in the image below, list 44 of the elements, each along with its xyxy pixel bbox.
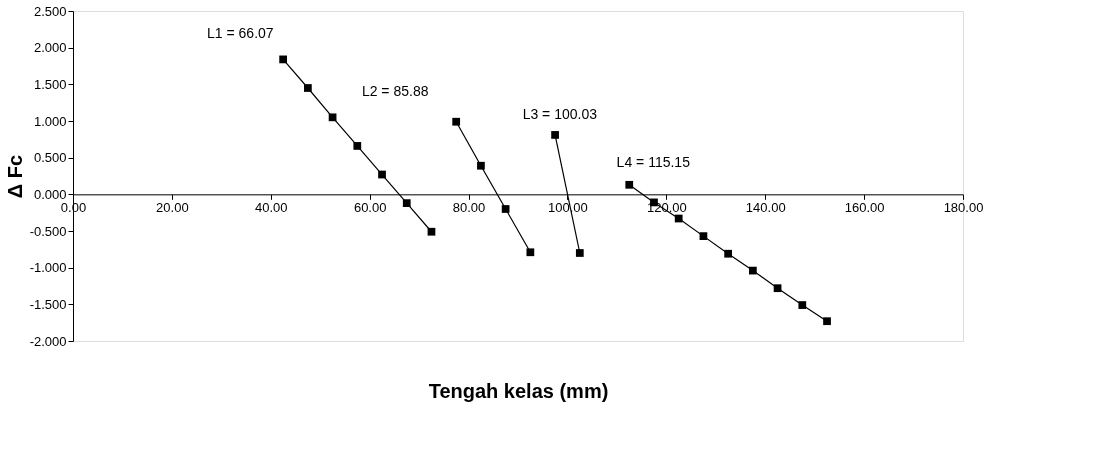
point <box>303 84 312 92</box>
y-tick-label: -1.500 <box>29 296 67 312</box>
point <box>748 266 757 275</box>
y-tick-label: 0.000 <box>33 186 67 202</box>
point <box>452 117 461 126</box>
annotation: L1 = 66.07 <box>207 25 274 42</box>
point <box>427 227 436 236</box>
point <box>501 205 510 213</box>
point <box>378 170 386 179</box>
y-tick-label: 2.000 <box>33 40 67 56</box>
y-tick-label: -1.000 <box>29 260 67 276</box>
y-tick-label: 2.500 <box>33 3 67 19</box>
x-axis-title: Tengah kelas (mm) <box>428 379 609 402</box>
x-tick-label: 20.00 <box>156 199 189 215</box>
point <box>402 199 411 208</box>
x-tick-label: 180.00 <box>943 199 984 215</box>
point <box>551 131 559 139</box>
point <box>699 232 708 241</box>
point <box>798 301 807 309</box>
point <box>625 180 634 189</box>
y-tick-label: 0.500 <box>33 150 67 166</box>
x-tick-label: 60.00 <box>353 199 387 215</box>
x-tick-label: 140.00 <box>745 199 786 215</box>
point <box>328 113 337 122</box>
x-tick-label: 40.00 <box>255 199 288 215</box>
x-tick-label: 160.00 <box>844 199 885 215</box>
annotation: L2 = 85.88 <box>361 82 429 99</box>
y-tick-label: -0.500 <box>29 223 67 239</box>
point <box>674 214 683 223</box>
y-tick-label: 1.000 <box>33 113 67 129</box>
point <box>823 317 831 326</box>
y-axis-title: Δ Fc <box>3 154 26 199</box>
point <box>353 142 362 150</box>
point <box>773 284 782 293</box>
annotation: L3 = 100.03 <box>522 105 598 122</box>
point <box>477 161 485 170</box>
annotation: L4 = 115.15 <box>616 153 691 170</box>
x-tick-label: 80.00 <box>452 199 486 215</box>
y-tick-label: 1.500 <box>33 76 67 92</box>
point <box>724 249 733 258</box>
point <box>526 248 535 257</box>
y-tick-label: -2.000 <box>29 333 67 349</box>
point <box>575 249 584 257</box>
point <box>279 55 288 64</box>
